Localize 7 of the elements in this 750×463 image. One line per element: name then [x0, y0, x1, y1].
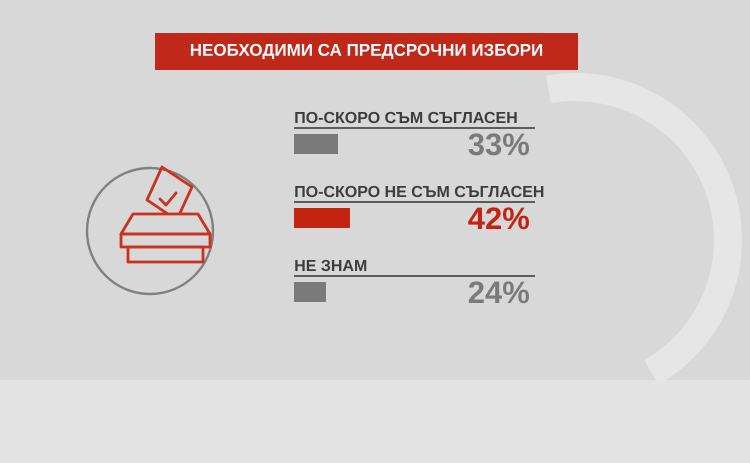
y-tick-label: ПО-СКОРО НЕ СЪМ СЪГЛАСЕН [295, 186, 544, 198]
y-tick-label: ПО-СКОРО СЪМ СЪГЛАСЕН [295, 112, 517, 124]
data-label: 33% [468, 133, 529, 156]
data-label: 24% [468, 281, 529, 304]
data-label: 42% [468, 207, 529, 230]
chart-title: НЕОБХОДИМИ СА ПРЕДСРОЧНИ ИЗБОРИ [190, 44, 542, 60]
y-tick-label: НЕ ЗНАМ [295, 260, 366, 272]
